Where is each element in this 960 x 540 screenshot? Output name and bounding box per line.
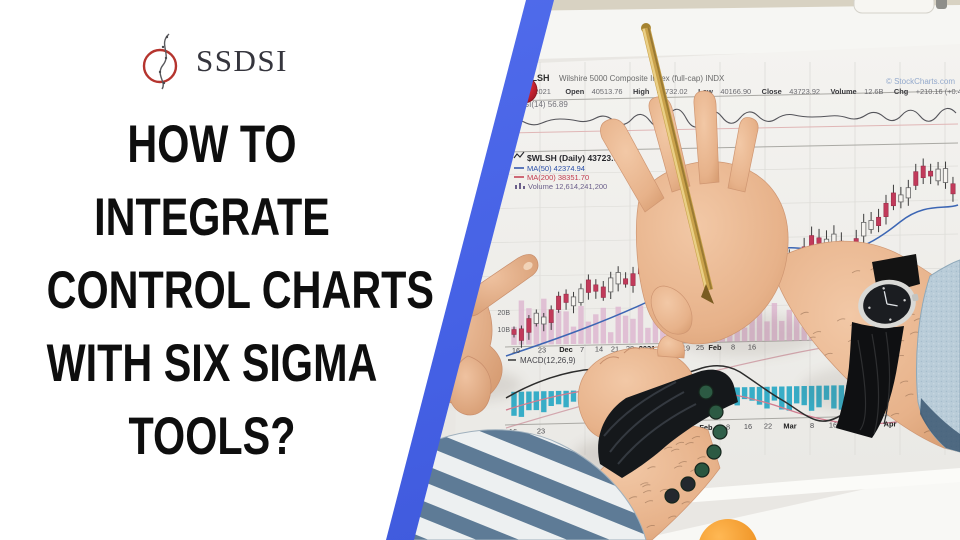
chg-label: Chg: [894, 87, 909, 96]
gold-pen: [641, 23, 714, 304]
close-label: Close: [762, 87, 782, 96]
svg-text:14: 14: [595, 345, 603, 354]
watch-crown: [911, 293, 919, 302]
svg-text:8: 8: [726, 423, 730, 432]
title-line: WITH SIX SIGMA: [46, 334, 378, 393]
svg-text:Feb: Feb: [699, 423, 713, 432]
watch-hands: [883, 291, 898, 307]
page-title: HOW TO INTEGRATE CONTROL CHARTS WITH SIX…: [0, 108, 435, 473]
left-panel: SSDSI HOW TO INTEGRATE CONTROL CHARTS WI…: [0, 0, 435, 540]
svg-text:23: 23: [537, 426, 545, 435]
watch-strap-lower: [836, 322, 904, 438]
title-line: INTEGRATE: [94, 188, 330, 247]
volume-axis-20b: 20B: [498, 310, 511, 317]
volume-axis-10b: 10B: [498, 327, 511, 334]
svg-text:23: 23: [538, 345, 546, 354]
striped-sleeve-shoulder: [411, 429, 647, 540]
rsi-label: RSI(14) 56.89: [518, 100, 568, 109]
legend-daily: $WLSH (Daily) 43723.92: [527, 153, 623, 163]
pen-hand-arm: [600, 23, 960, 453]
high-value: 43732.02: [657, 87, 688, 96]
title-line: TOOLS?: [128, 407, 296, 466]
desk-white-band: [495, 5, 960, 60]
title-line: HOW TO: [127, 115, 297, 174]
legend-volume: Volume 12,614,241,200: [528, 182, 607, 191]
svg-text:Dec: Dec: [559, 345, 573, 354]
logo: SSDSI: [0, 30, 424, 92]
logo-wordmark: SSDSI: [196, 43, 288, 78]
wristwatch: [836, 254, 920, 438]
pen-tip: [701, 284, 714, 304]
volume-label: Volume: [831, 87, 857, 96]
svg-text:Apr: Apr: [884, 419, 897, 428]
legend-ma200: MA(200) 38351.70: [527, 173, 589, 182]
shirt-sleeve: [916, 259, 960, 453]
macd-label: MACD(12,26,9): [520, 356, 576, 365]
bracelet-braids: [603, 381, 697, 465]
index-finger: [600, 118, 665, 213]
pinky-finger: [727, 117, 759, 193]
left-forearm-hair: [574, 436, 706, 529]
orange-fruit: [698, 519, 758, 540]
svg-text:16: 16: [512, 346, 520, 355]
rolled-paper-object: [853, 0, 947, 14]
svg-text:22: 22: [764, 422, 772, 431]
thumb: [650, 285, 693, 335]
index-name: Wilshire 5000 Composite Index (full-cap)…: [559, 74, 725, 83]
title-line: CONTROL CHARTS: [46, 261, 435, 320]
svg-text:16: 16: [744, 422, 752, 431]
svg-text:21: 21: [611, 344, 619, 353]
fingernail: [523, 261, 533, 271]
watch-face: [858, 279, 919, 329]
logo-curve-dots: [158, 35, 169, 85]
low-value: 40166.90: [720, 87, 751, 96]
chg-value: +210.16 (+0.48%): [916, 87, 960, 96]
legend-ma50: MA(50) 42374.94: [527, 164, 585, 173]
high-label: High: [633, 87, 650, 96]
svg-text:8: 8: [810, 421, 814, 430]
copyright: © StockCharts.com: [886, 77, 955, 86]
svg-text:Mar: Mar: [783, 421, 796, 430]
watch-strap-texture: [857, 331, 891, 435]
svg-text:16: 16: [829, 420, 837, 429]
chart-legend: $WLSH (Daily) 43723.92 MA(50) 42374.94 M…: [513, 151, 623, 191]
logo-circle-icon: [142, 48, 178, 84]
rsi-panel: [505, 107, 959, 134]
close-value: 43723.92: [789, 87, 820, 96]
logo-mark: [142, 33, 178, 90]
open-label: Open: [565, 87, 584, 96]
svg-text:7: 7: [580, 345, 584, 354]
open-value: 40513.76: [592, 87, 623, 96]
bracelet-beads: [664, 384, 728, 504]
macd-label-row: MACD(12,26,9): [520, 356, 576, 365]
ring-finger: [693, 90, 720, 185]
volume-value: 12.6B: [864, 87, 883, 96]
bracelet-arm: [411, 334, 738, 540]
rsi-line: [505, 107, 957, 128]
sleeve-fold: [920, 398, 960, 452]
